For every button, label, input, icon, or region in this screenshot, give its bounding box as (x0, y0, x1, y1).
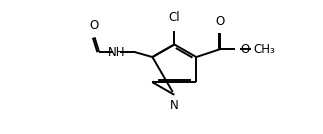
Text: CH₃: CH₃ (254, 43, 276, 56)
Text: N: N (170, 99, 179, 112)
Text: Cl: Cl (169, 11, 180, 24)
Text: O: O (216, 15, 225, 28)
Text: NH: NH (108, 46, 125, 59)
Text: O: O (89, 19, 98, 32)
Text: O: O (240, 43, 249, 56)
